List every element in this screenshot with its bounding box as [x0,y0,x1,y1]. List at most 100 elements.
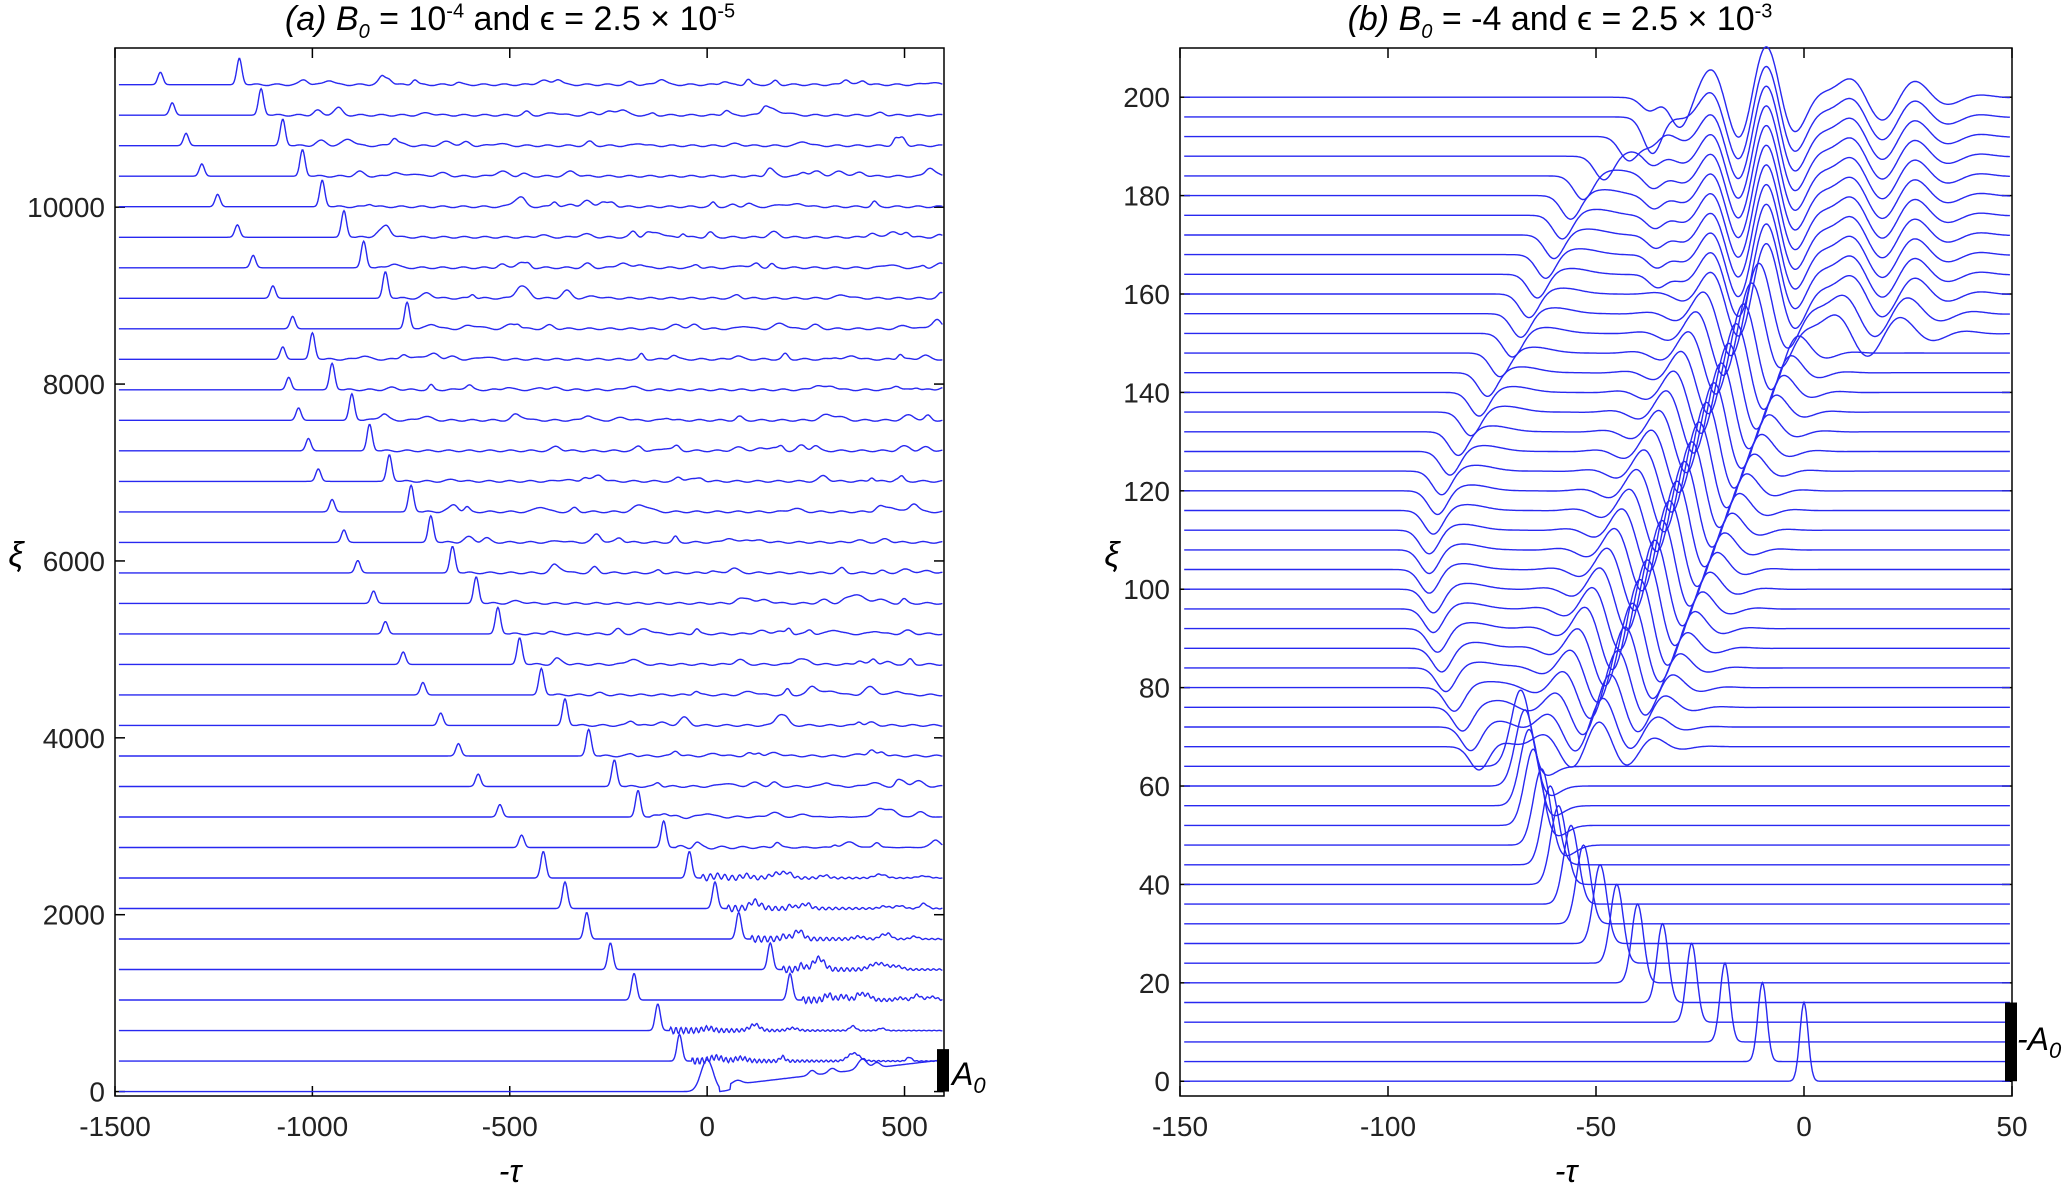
panel-b-trace [1184,124,2010,219]
panel-a-xtick-label: -1500 [79,1111,151,1142]
panel-a-ytick-label: 0 [89,1077,105,1108]
panel-a-trace [118,819,943,850]
panel-b-title: (b) B0 = -4 and ϵ = 2.5 × 10-3 [1347,0,1773,43]
panel-b-trace [1184,709,2010,797]
panel-b-plot: -150 -100 -50 0 50 0 20 40 60 80 100 120 140 160 180 20… [1123,46,2028,1142]
panel-b-trace [1184,863,2010,945]
panel-b-trace [1184,626,2010,703]
panel-a-ytick-label: 2000 [43,900,105,931]
panel-b-xtick-label: 0 [1796,1111,1812,1142]
panel-b-ytick-label: 120 [1123,476,1170,507]
panel-b-trace [1184,689,2010,777]
panel-a-trace [118,759,943,788]
panel-a-trace [118,57,943,87]
panel-a-trace [118,1003,943,1035]
panel-b-trace [1184,728,2010,817]
panel-a-trace [118,514,943,544]
panel-b-trace [1184,519,2010,612]
panel-b-trace [1184,1000,2010,1082]
panel-a-trace [118,1058,943,1093]
panel-a-trace [118,851,943,882]
panel-b-trace [1184,844,2010,925]
panel-a-trace [118,546,943,575]
panel-b-trace [1184,144,2010,239]
panel-b-ylabel: ξ [1104,536,1121,574]
panel-a-ytick-label: 4000 [43,723,105,754]
panel-a-xtick-label: 500 [881,1111,928,1142]
panel-b-ytick-label: 200 [1123,82,1170,113]
panel-b-xtick-label: 50 [1996,1111,2027,1142]
panel-b-trace [1184,650,2010,720]
panel-b-trace [1184,421,2010,513]
panel-b-ytick-label: 160 [1123,279,1170,310]
panel-a-ytick-label: 10000 [27,192,105,223]
panel-b-ytick-label: 60 [1139,771,1170,802]
panel-b-trace [1184,322,2010,415]
panel-a-trace [118,118,943,148]
panel-a-trace [118,331,943,361]
panel-b-trace [1184,768,2010,857]
panel-b-trace [1184,164,2010,258]
panel-a-trace [118,911,943,944]
panel-a-frame [114,47,945,1097]
panel-a-amplitude-bar [937,1049,949,1092]
panel-b-amplitude-label: -A0 [2017,1021,2062,1063]
panel-b-trace [1184,183,2010,278]
panel-b-trace [1184,46,2010,138]
panel-b-trace [1184,342,2010,435]
panel-a-trace [118,209,943,239]
panel-a-trace [118,880,943,913]
panel-b-frame [1179,47,2013,1097]
panel-b-xtick-label: -50 [1576,1111,1616,1142]
panel-a-title: (a) B0 = 10-4 and ϵ = 2.5 × 10-5 [284,0,736,43]
panel-b-trace [1184,382,2010,474]
panel-a-plot: -1500 -1000 -500 0 500 0 2000 4000 6000 8000 10000 [27,47,949,1142]
panel-b-trace [1184,223,2010,318]
panel-b-trace [1184,785,2010,866]
panel-b-trace [1184,282,2010,376]
panel-a-trace [118,239,943,270]
panel-a-trace [118,637,943,667]
panel-a-trace [118,483,943,514]
panel-b-trace [1184,460,2010,553]
panel-a-trace [118,179,943,209]
panel-b-ytick-label: 20 [1139,968,1170,999]
panel-b-trace [1184,203,2010,298]
panel-b-trace [1184,500,2010,592]
panel-b-trace [1184,697,2010,752]
panel-b-trace [1184,578,2010,671]
panel-b-trace [1184,539,2010,631]
panel-a-trace [118,576,943,605]
panel-b-trace [1184,65,2010,160]
panel-b-trace [1184,961,2010,1043]
panel-b-trace [1184,673,2010,736]
panel-b-trace [1184,105,2010,199]
panel-b-ytick-label: 40 [1139,869,1170,900]
panel-b-trace [1184,401,2010,493]
panel-a-trace [118,87,943,117]
panel-b-ytick-label: 100 [1123,574,1170,605]
panel-a-xtick-label: 0 [699,1111,715,1142]
panel-b-ytick-label: 0 [1154,1066,1170,1097]
panel-b-trace [1184,804,2010,886]
panel-b-trace [1184,441,2010,533]
panel-b-trace [1184,303,2010,395]
panel-a-trace [118,728,943,758]
panel-b-trace [1184,262,2010,357]
panel-b-trace [1184,242,2010,337]
panel-a-ytick-label: 6000 [43,546,105,577]
panel-a-trace [118,271,943,300]
panel-b-trace [1184,559,2010,651]
panel-a-trace [118,301,943,331]
panel-a-trace [118,697,943,727]
panel-a-ylabel: ξ [8,536,25,574]
panel-b-trace [1184,942,2010,1023]
panel-b-trace [1184,883,2010,964]
panel-a-trace [118,1033,943,1065]
panel-b-xlabel: -τ [1555,1153,1580,1189]
panel-a-trace [118,790,943,820]
panel-b-trace [1184,85,2010,180]
panel-a-amplitude-label: A0 [950,1056,986,1098]
